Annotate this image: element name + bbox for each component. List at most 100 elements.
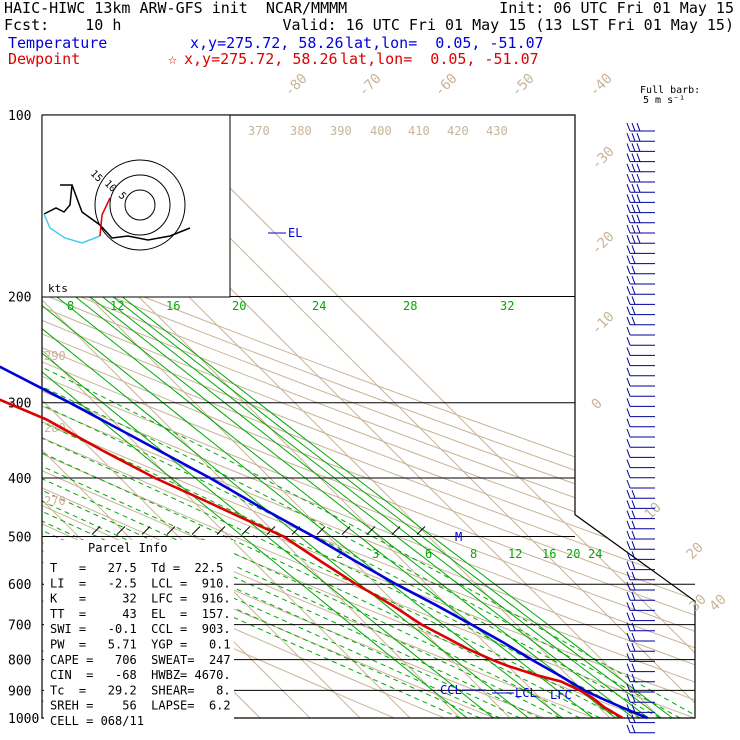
wind-barb-flag	[626, 296, 631, 305]
wind-barb-flag	[636, 163, 641, 172]
theta-label: 410	[408, 124, 430, 138]
theta-label: 430	[486, 124, 508, 138]
wind-barb-flag	[626, 724, 631, 733]
isotherm-label: 40	[707, 592, 730, 615]
temperature-latlon: lat,lon= 0.05, -51.07	[345, 34, 544, 52]
hatch-mark	[366, 526, 376, 535]
pressure-tick-label: 300	[8, 397, 31, 412]
wind-barb-flag	[631, 714, 636, 723]
temperature-xy: x,y=275.72, 58.26	[190, 34, 344, 52]
mixing-ratio-label: 28	[403, 299, 417, 313]
hatch-mark	[416, 526, 426, 535]
parcel-info-title: Parcel Info	[88, 541, 167, 555]
wind-barb-flag	[631, 653, 636, 662]
wind-barb-flag	[626, 398, 631, 407]
isotherm-label: -40	[587, 71, 616, 100]
isotherm-label: 0	[589, 396, 606, 413]
wind-barb-flag	[626, 520, 631, 529]
pressure-tick-label: 200	[8, 291, 31, 306]
wind-barb-flag	[626, 265, 631, 274]
dry-adiabat-line	[42, 115, 695, 718]
wind-barb-flag	[631, 265, 636, 274]
el-label: EL	[288, 226, 302, 240]
mixing-ratio-label: 12	[508, 547, 522, 561]
wind-barb-flag	[626, 673, 631, 682]
theta-label: 270	[44, 494, 66, 508]
wind-barb-flag	[626, 408, 631, 417]
wind-barb-flag	[631, 143, 636, 152]
wind-barb-flag	[626, 326, 631, 336]
hatch-mark	[241, 526, 251, 535]
wind-barb-flag	[631, 316, 636, 325]
theta-label: 280	[44, 421, 66, 435]
wind-barb-flag	[626, 510, 631, 519]
dry-adiabat-line	[42, 115, 695, 718]
wind-barb-flag	[626, 694, 631, 703]
mixing-ratio-label: 20	[566, 547, 580, 561]
isotherm-label: 20	[684, 540, 707, 563]
wind-barb-flag	[626, 704, 631, 713]
wind-barb-flag	[626, 449, 631, 458]
isotherm-label: -30	[589, 144, 618, 173]
mixing-ratio-label: 24	[588, 547, 602, 561]
wind-barb-flag	[631, 133, 636, 142]
wind-barb-flag	[626, 663, 631, 672]
hodograph-ring	[94, 159, 186, 251]
wind-barb-flag	[626, 632, 631, 642]
dry-adiabat-line	[42, 115, 695, 718]
wind-barb-flag	[626, 490, 631, 499]
pressure-tick-label: 400	[8, 472, 31, 487]
wind-barb-flag	[631, 153, 636, 162]
wind-barb-flag	[631, 204, 636, 213]
wind-barb-flag	[626, 714, 631, 723]
wind-barb-flag	[631, 602, 636, 611]
wind-barb-flag	[626, 469, 631, 478]
pressure-tick-label: 600	[8, 578, 31, 593]
mixing-ratio-label: 8	[67, 299, 74, 313]
dry-adiabat-line	[42, 115, 695, 718]
pressure-tick-label: 800	[8, 654, 31, 669]
hatch-mark	[191, 526, 201, 535]
hatch-mark	[216, 526, 226, 535]
dry-adiabat-line	[42, 115, 695, 718]
wind-barb-flag	[636, 224, 641, 234]
wind-barb-flag	[626, 143, 631, 152]
wind-barb-flag	[626, 235, 631, 244]
dewpoint-star-icon: ☆	[168, 50, 178, 68]
wind-barb-flag	[631, 122, 636, 132]
wind-barb-flag	[626, 306, 631, 315]
wind-barb-flag	[626, 571, 631, 580]
wind-barb-flag	[636, 143, 641, 152]
wind-barb-flag	[626, 163, 631, 172]
parcel-info-row: SWI = -0.1 CCL = 903.	[50, 622, 231, 636]
mixing-ratio-label: 20	[232, 299, 246, 313]
dry-adiabat-line	[42, 115, 395, 718]
hodograph-trace	[71, 184, 191, 241]
wind-barb-flag	[626, 347, 631, 356]
wind-barb-flag	[631, 173, 636, 183]
isotherm-line	[42, 115, 361, 718]
wind-barb-flag	[626, 122, 631, 132]
wind-barb-flag	[631, 163, 636, 172]
wind-barb-flag	[636, 204, 641, 213]
parcel-info-row: SREH = 56 LAPSE= 6.2	[50, 699, 231, 713]
theta-label: 420	[447, 124, 469, 138]
wind-barb-flag	[626, 173, 631, 183]
hodograph-trace	[43, 184, 73, 215]
mixing-ratio-label: 16	[166, 299, 180, 313]
dry-adiabat-line	[42, 115, 695, 718]
wind-barb-flag	[631, 551, 636, 560]
wind-barb-flag	[631, 541, 636, 550]
valid-time: Valid: 16 UTC Fri 01 May 15 (13 LST Fri …	[282, 16, 734, 34]
plot-frame	[41, 114, 696, 719]
wind-barb-flag	[626, 184, 631, 193]
wind-barb-flag	[631, 194, 636, 203]
hatch-mark	[341, 526, 351, 535]
wind-barb-flag	[631, 632, 636, 642]
theta-label: 400	[370, 124, 392, 138]
parcel-info-row: PW = 5.71 YGP = 0.1	[50, 638, 231, 652]
wind-barb-flag	[631, 510, 636, 519]
dry-adiabat-line	[42, 115, 695, 718]
dewpoint-trace	[0, 398, 624, 720]
temperature-trace	[0, 365, 648, 720]
